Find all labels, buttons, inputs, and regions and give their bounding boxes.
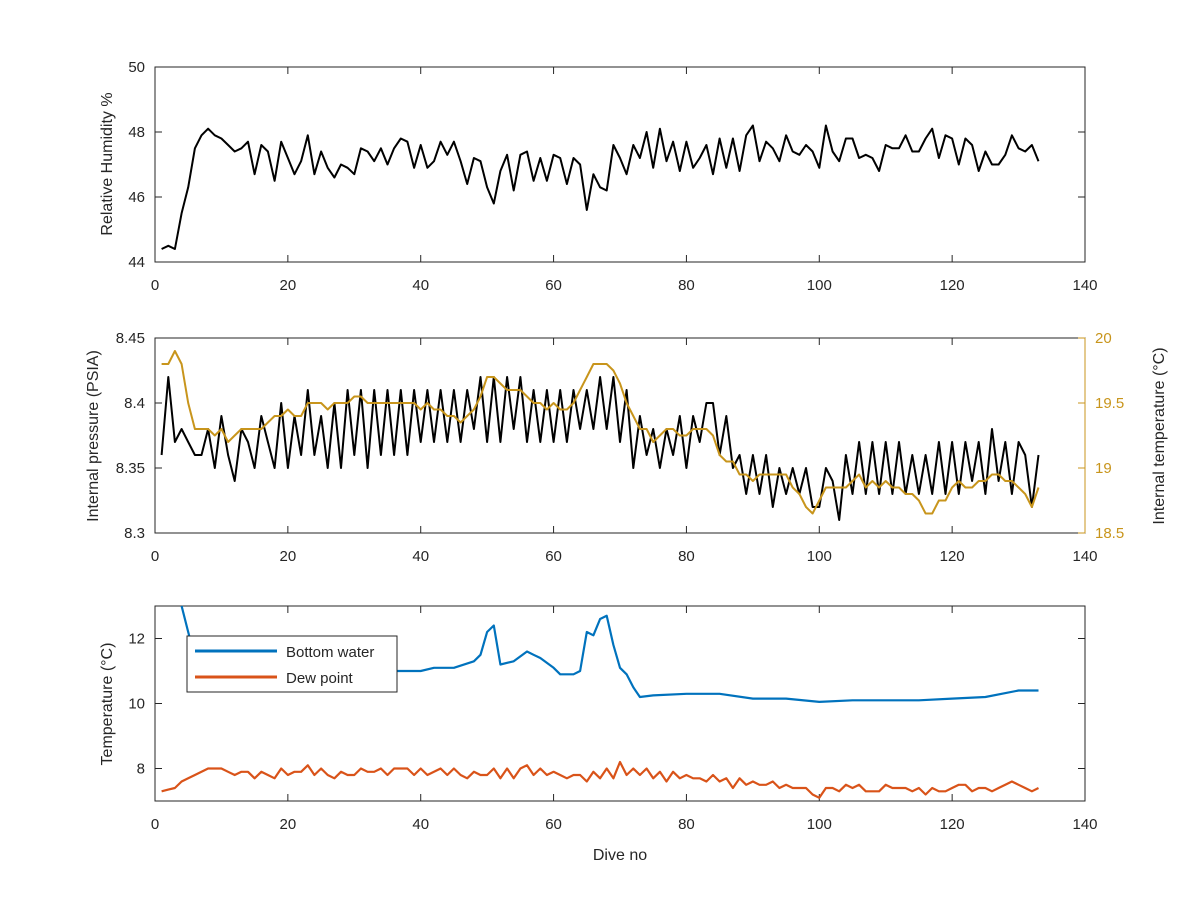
y-tick-label-46: 46 [128,189,145,206]
legend-box [186,635,398,693]
series-line-humidity [161,124,1040,250]
y-tick-label-8-4: 8.4 [124,395,145,412]
x-tick-label-20: 20 [280,277,297,294]
x-tick-label-140: 140 [1072,548,1097,565]
x-tick-label-0: 0 [151,548,159,565]
x-tick-label-20: 20 [280,548,297,565]
y-tick-label-8-45: 8.45 [116,330,145,347]
legend-label-dew-point: Dew point [286,670,354,687]
humidity-x-ticks: 0 20 40 60 80 100 120 140 [151,67,1098,294]
temperature-panel: 0 20 40 60 80 100 120 140 8 10 12 Temperature (°C… [99,605,1098,864]
pressure-panel: 0 20 40 60 80 100 120 140 8.3 8.35 8.4 8.45 18.5 19… [85,330,1168,565]
x-axis-label: Dive no [593,847,647,864]
legend: Bottom water Dew point [186,635,398,693]
x-tick-label-40: 40 [412,548,429,565]
x-tick-label-40: 40 [412,816,429,833]
temperature-x-ticks: 0 20 40 60 80 100 120 140 [151,606,1098,833]
y-tick-label-8: 8 [137,761,145,778]
pressure-series [160,350,1040,521]
x-tick-label-20: 20 [280,816,297,833]
humidity-plot-area [154,66,1086,263]
y-tick-label-8-3: 8.3 [124,525,145,542]
x-tick-label-60: 60 [545,548,562,565]
humidity-panel: 0 20 40 60 80 100 120 140 44 46 48 50 Relative Hum… [99,59,1098,294]
x-tick-label-80: 80 [678,277,695,294]
temperature-y-axis-label: Temperature (°C) [99,643,116,766]
x-tick-label-120: 120 [940,548,965,565]
series-line-internal-pressure [160,376,1040,521]
series-line-dew-point [161,760,1039,799]
pressure-y-axis-label: Internal pressure (PSIA) [85,350,102,522]
pressure-x-ticks: 0 20 40 60 80 100 120 140 [151,338,1098,565]
x-tick-label-100: 100 [807,816,832,833]
right-y-tick-label-19: 19 [1095,460,1112,477]
humidity-series [161,124,1040,250]
y-tick-label-10: 10 [128,696,145,713]
y-tick-label-12: 12 [128,631,145,648]
internal-temperature-y-ticks: 18.5 19 19.5 20 [1078,330,1124,542]
x-tick-label-0: 0 [151,816,159,833]
x-tick-label-140: 140 [1072,277,1097,294]
x-tick-label-80: 80 [678,548,695,565]
y-tick-label-48: 48 [128,124,145,141]
temperature-y-ticks: 8 10 12 [128,631,1085,778]
x-tick-label-60: 60 [545,277,562,294]
y-tick-label-8-35: 8.35 [116,460,145,477]
x-tick-label-0: 0 [151,277,159,294]
right-y-tick-label-19-5: 19.5 [1095,395,1124,412]
right-y-tick-label-18-5: 18.5 [1095,525,1124,542]
x-tick-label-60: 60 [545,816,562,833]
internal-temperature-y-axis-label: Internal temperature (°C) [1151,347,1168,524]
x-tick-label-100: 100 [807,548,832,565]
x-tick-label-40: 40 [412,277,429,294]
humidity-y-ticks: 44 46 48 50 [128,59,1085,271]
x-tick-label-120: 120 [940,816,965,833]
legend-label-bottom-water: Bottom water [286,644,374,661]
x-tick-label-140: 140 [1072,816,1097,833]
y-tick-label-50: 50 [128,59,145,76]
x-tick-label-100: 100 [807,277,832,294]
series-line-internal-temperature [161,350,1040,515]
pressure-y-ticks: 8.3 8.35 8.4 8.45 [116,330,162,542]
humidity-y-axis-label: Relative Humidity % [99,92,116,235]
x-tick-label-120: 120 [940,277,965,294]
x-tick-label-80: 80 [678,816,695,833]
right-y-tick-label-20: 20 [1095,330,1112,347]
y-tick-label-44: 44 [128,254,145,271]
